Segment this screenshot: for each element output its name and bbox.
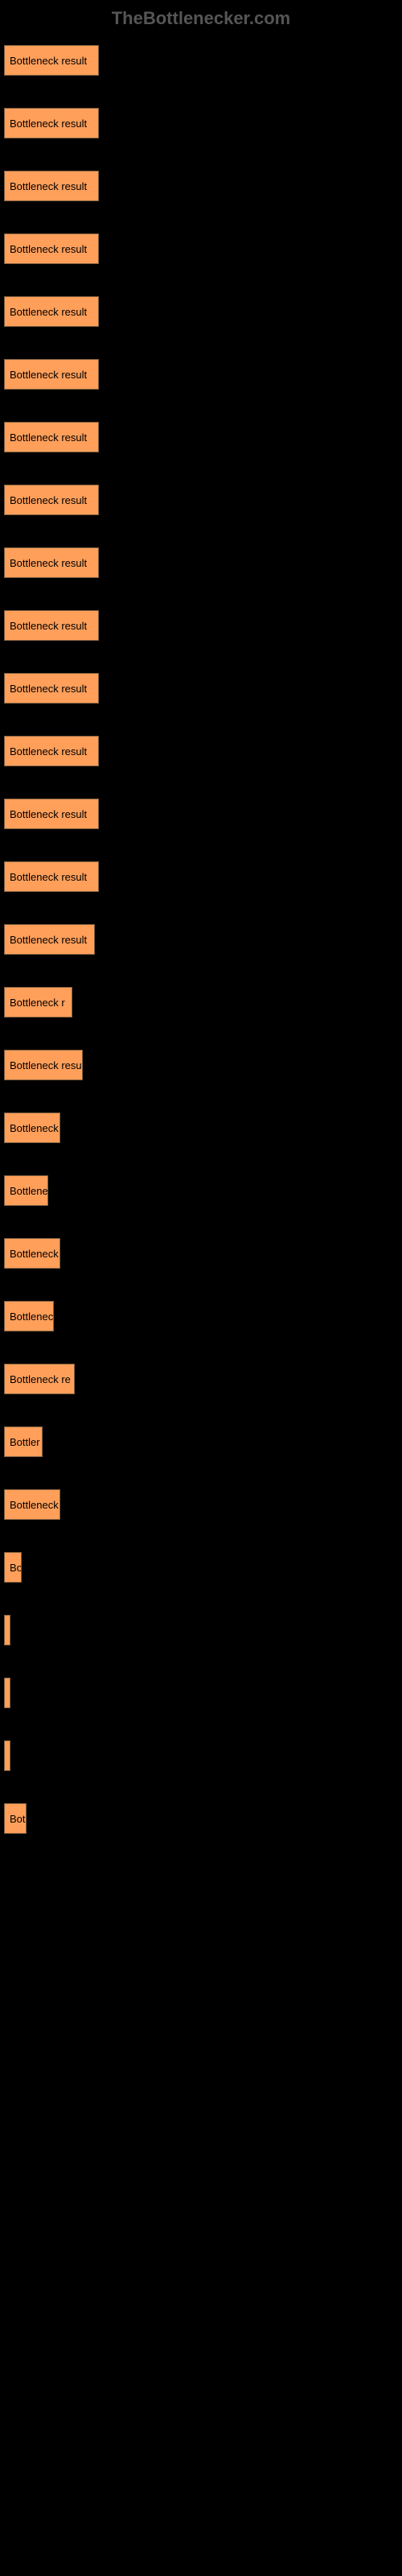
bar-row: Bottleneck result [4, 171, 402, 201]
chart-bar: Bottleneck result [4, 108, 99, 138]
bar-chart: Bottleneck result Bottleneck result Bottle… [0, 45, 402, 1834]
chart-bar: Bottleneck result [4, 359, 99, 390]
chart-bar: Bottleneck result [4, 610, 99, 641]
chart-bar: Bottleneck result [4, 485, 99, 515]
bar-row [4, 1740, 402, 1771]
bar-row: Bottleneck result [4, 799, 402, 829]
chart-bar: E [4, 1615, 10, 1645]
chart-bar: Bottlenec [4, 1301, 54, 1331]
chart-bar: Bottlene [4, 1175, 48, 1206]
chart-bar: Bo [4, 1552, 22, 1583]
bar-row: Bot [4, 1803, 402, 1834]
chart-bar: Bottler [4, 1426, 43, 1457]
bar-row: Bottleneck re [4, 1364, 402, 1394]
chart-bar: Bottleneck result [4, 924, 95, 955]
bar-row [4, 1678, 402, 1708]
chart-bar: Bottleneck result [4, 45, 99, 76]
chart-bar: Bottleneck result [4, 233, 99, 264]
bar-row: Bottleneck result [4, 422, 402, 452]
chart-bar: Bottleneck result [4, 171, 99, 201]
chart-bar: Bottleneck result [4, 861, 99, 892]
bar-row: Bottleneck result [4, 45, 402, 76]
chart-bar: Bottleneck re [4, 1364, 75, 1394]
chart-bar: Bottleneck result [4, 422, 99, 452]
chart-bar: Bottleneck result [4, 799, 99, 829]
bar-row: Bottleneck result [4, 547, 402, 578]
chart-bar: Bottleneck r [4, 987, 72, 1018]
chart-bar: Bot [4, 1803, 27, 1834]
chart-bar: Bottleneck result [4, 296, 99, 327]
bar-row: Bottleneck result [4, 610, 402, 641]
bar-row: Bottleneck resu [4, 1050, 402, 1080]
chart-bar: Bottleneck [4, 1238, 60, 1269]
chart-bar: Bottleneck result [4, 547, 99, 578]
bar-row: Bottleneck result [4, 233, 402, 264]
chart-bar: Bottleneck [4, 1113, 60, 1143]
chart-bar [4, 1678, 10, 1708]
bar-row: Bottleneck result [4, 485, 402, 515]
chart-bar: Bottleneck resu [4, 1050, 83, 1080]
bar-row: Bottleneck [4, 1113, 402, 1143]
bar-row: Bottleneck result [4, 736, 402, 766]
bar-row: Bottlenec [4, 1301, 402, 1331]
bar-row: Bottleneck [4, 1489, 402, 1520]
bar-row: Bottler [4, 1426, 402, 1457]
chart-bar [4, 1740, 10, 1771]
chart-bar: Bottleneck result [4, 736, 99, 766]
bar-row: Bottleneck result [4, 108, 402, 138]
site-header: TheBottlenecker.com [0, 8, 402, 29]
bar-row: Bottleneck result [4, 924, 402, 955]
bar-row: Bottleneck [4, 1238, 402, 1269]
bar-row: Bottleneck result [4, 296, 402, 327]
bar-row: Bottleneck result [4, 861, 402, 892]
bar-row: Bottleneck result [4, 359, 402, 390]
bar-row: Bo [4, 1552, 402, 1583]
bar-row: Bottleneck r [4, 987, 402, 1018]
bar-row: Bottlene [4, 1175, 402, 1206]
bar-row: E [4, 1615, 402, 1645]
chart-bar: Bottleneck result [4, 673, 99, 704]
bar-row: Bottleneck result [4, 673, 402, 704]
chart-bar: Bottleneck [4, 1489, 60, 1520]
